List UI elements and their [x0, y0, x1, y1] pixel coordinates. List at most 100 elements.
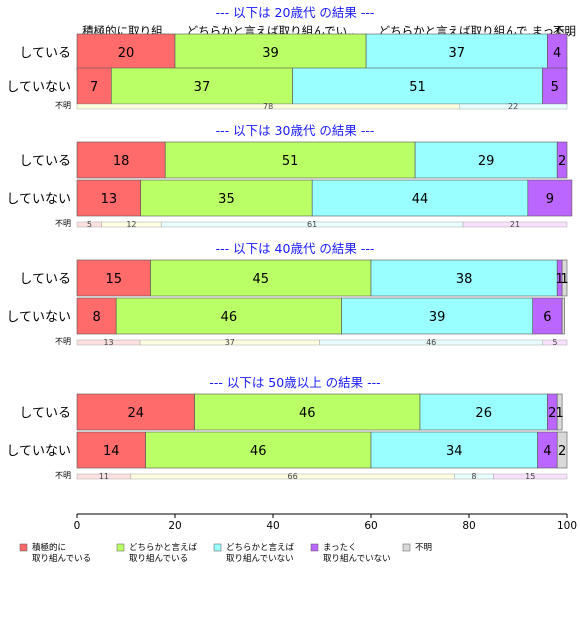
legend-swatch: [402, 543, 411, 552]
bar-value-label: 4: [543, 444, 551, 459]
x-axis-tick-label: 100: [557, 520, 577, 532]
share-value-label: 22: [508, 102, 518, 111]
share-value-label: 11: [99, 472, 109, 481]
share-row-label: 不明: [55, 471, 71, 480]
bar-value-label: 26: [475, 406, 492, 421]
bar-value-label: 38: [456, 272, 473, 287]
row-label: している: [19, 46, 71, 61]
bar-value-label: 18: [113, 154, 130, 169]
row-label: している: [19, 154, 71, 169]
share-segment: [493, 473, 568, 480]
bar-segment: [76, 141, 166, 179]
bar-value-label: 2: [558, 154, 566, 169]
bar-segment: [341, 297, 534, 335]
share-value-label: 5: [552, 338, 557, 347]
bar-segment: [365, 33, 548, 71]
panel-title: --- 以下は 40歳代 の結果 ---: [216, 241, 375, 256]
row-label: していない: [6, 444, 71, 459]
bar-segment: [561, 259, 568, 297]
x-axis-tick-label: 0: [74, 520, 81, 532]
x-axis-tick-label: 60: [364, 520, 377, 532]
bar-value-label: 14: [103, 444, 120, 459]
legend-label: 取り組んでいる: [32, 553, 91, 564]
share-value-label: 61: [307, 220, 317, 229]
legend-swatch: [19, 543, 28, 552]
bar-value-label: 29: [478, 154, 495, 169]
bar-value-label: 7: [90, 80, 98, 95]
bar-value-label: 46: [221, 310, 238, 325]
legend-swatch: [116, 543, 125, 552]
x-axis-tick-label: 20: [168, 520, 181, 532]
legend-swatch: [310, 543, 319, 552]
bar-segment: [370, 431, 538, 469]
bar-segment: [111, 67, 293, 105]
share-value-label: 12: [126, 220, 136, 229]
bar-value-label: 51: [409, 80, 426, 95]
legend-label: どちらかと言えば: [226, 542, 295, 553]
share-value-label: 37: [225, 338, 235, 347]
bar-segment: [115, 297, 342, 335]
bar-segment: [76, 67, 112, 105]
bar-segment: [76, 297, 117, 335]
bar-value-label: 37: [194, 80, 211, 95]
bar-value-label: 6: [543, 310, 551, 325]
bar-segment: [542, 67, 568, 105]
bar-value-label: 15: [105, 272, 122, 287]
share-row-label: 不明: [55, 101, 71, 110]
bar-value-label: 46: [250, 444, 267, 459]
bar-segment: [311, 179, 529, 217]
panel-title: --- 以下は 50歳以上 の結果 ---: [209, 375, 380, 390]
bar-value-label: 37: [448, 46, 465, 61]
bar-segment: [164, 141, 416, 179]
bar-value-label: 35: [218, 192, 235, 207]
bar-value-label: 44: [412, 192, 429, 207]
legend-label: まったく: [323, 543, 357, 553]
legend-label: どちらかと言えば: [129, 542, 198, 553]
bar-segment: [556, 141, 568, 179]
row-label: している: [19, 272, 71, 287]
share-value-label: 15: [525, 472, 535, 481]
bar-segment: [532, 297, 563, 335]
bar-value-label: 8: [92, 310, 100, 325]
share-row-label: 不明: [55, 219, 71, 228]
bar-value-label: 1: [556, 406, 564, 421]
bar-segment: [150, 259, 372, 297]
bar-segment: [527, 179, 573, 217]
panel-title: --- 以下は 20歳代 の結果 ---: [216, 5, 375, 20]
bar-value-label: 34: [446, 444, 463, 459]
legend-label: 不明: [415, 543, 432, 553]
bar-value-label: 51: [282, 154, 299, 169]
bar-value-label: 39: [429, 310, 446, 325]
share-value-label: 66: [288, 472, 298, 481]
share-value-label: 5: [87, 220, 92, 229]
bar-value-label: 46: [299, 406, 316, 421]
bar-segment: [76, 431, 146, 469]
legend-swatch: [213, 543, 222, 552]
bar-value-label: 39: [262, 46, 279, 61]
bar-segment: [76, 393, 195, 431]
share-value-label: 8: [471, 472, 476, 481]
share-value-label: 78: [263, 102, 273, 111]
bar-segment: [556, 393, 563, 431]
share-segment: [542, 339, 568, 346]
bar-segment: [194, 393, 421, 431]
bar-segment: [174, 33, 367, 71]
bar-value-label: 9: [546, 192, 554, 207]
legend-label: 取り組んでいる: [129, 553, 188, 564]
bar-value-label: 4: [553, 46, 561, 61]
row-label: している: [19, 406, 71, 421]
legend-label: 取り組んでいない: [226, 553, 294, 564]
bar-value-label: 2: [558, 444, 566, 459]
bar-segment: [76, 259, 151, 297]
bar-segment: [370, 259, 558, 297]
bar-value-label: 5: [551, 80, 559, 95]
share-row-label: 不明: [55, 337, 71, 346]
share-value-label: 13: [103, 338, 113, 347]
legend-label: 積極的に: [32, 542, 66, 553]
bar-value-label: 20: [118, 46, 135, 61]
row-label: していない: [6, 80, 71, 95]
bar-segment: [140, 179, 313, 217]
legend-label: 取り組んでいない: [323, 553, 391, 564]
bar-value-label: 13: [101, 192, 118, 207]
